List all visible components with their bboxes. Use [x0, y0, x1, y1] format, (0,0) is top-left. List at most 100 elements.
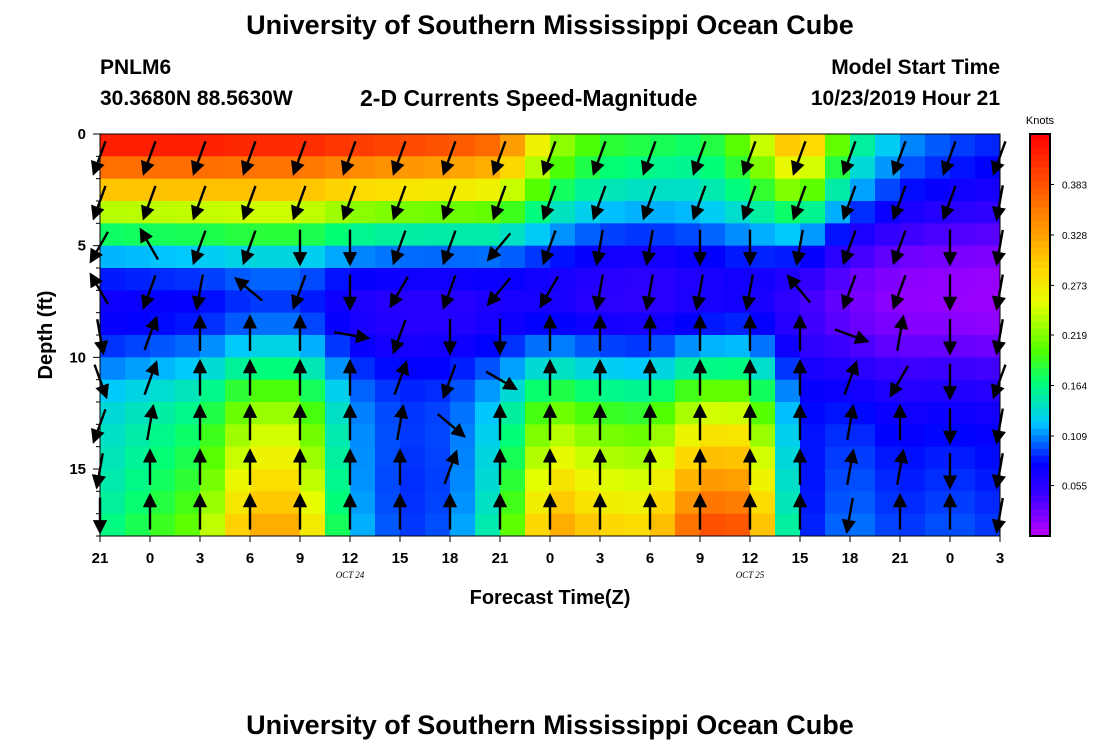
heatmap-cell — [700, 312, 726, 336]
heatmap-cell — [250, 156, 276, 180]
heatmap-cell — [900, 312, 926, 336]
heatmap-cell — [600, 268, 626, 291]
heatmap-cell — [175, 491, 201, 515]
heatmap-cell — [700, 513, 726, 537]
heatmap-cell — [675, 402, 701, 425]
heatmap-cell — [825, 335, 851, 358]
heatmap-cell — [900, 469, 926, 492]
heatmap-cell — [275, 312, 301, 336]
current-vector-arrow — [441, 185, 457, 221]
heatmap-cell — [225, 402, 251, 425]
colorbar-swatch — [1030, 335, 1050, 343]
heatmap-cell — [700, 446, 726, 470]
heatmap-cell — [100, 201, 126, 224]
heatmap-cell — [500, 290, 526, 314]
heatmap-cell — [600, 469, 626, 492]
heatmap-cell — [375, 268, 401, 291]
current-vector-arrow — [591, 229, 606, 267]
heatmap-cell — [925, 335, 951, 358]
heatmap-cell — [825, 446, 851, 470]
heatmap-cell — [875, 357, 901, 381]
current-vector-arrow — [141, 185, 157, 221]
heatmap-cell — [300, 446, 326, 470]
heatmap-cell — [825, 178, 851, 202]
colorbar-swatch — [1030, 502, 1050, 510]
heatmap-cell — [800, 156, 826, 180]
heatmap-cell — [900, 424, 926, 448]
heatmap-cell — [400, 379, 426, 403]
heatmap-cell — [825, 424, 851, 448]
heatmap-cell — [775, 513, 801, 537]
colorbar-swatch — [1030, 402, 1050, 410]
heatmap-cell — [500, 201, 526, 224]
heatmap-cell — [750, 402, 776, 425]
colorbar-swatch — [1030, 442, 1050, 450]
heatmap-cell — [900, 491, 926, 515]
current-vector-arrow — [541, 230, 557, 266]
heatmap-cell — [450, 201, 476, 224]
heatmap-cell — [700, 156, 726, 180]
y-tick-label: 5 — [78, 238, 86, 255]
heatmap-cell — [775, 402, 801, 425]
colorbar-swatch — [1030, 435, 1050, 443]
heatmap-cell — [500, 469, 526, 492]
heatmap-cell — [650, 357, 676, 381]
heatmap-cell — [900, 290, 926, 314]
heatmap-cell — [150, 156, 176, 180]
current-vector-arrow — [391, 185, 407, 221]
heatmap-cell — [525, 223, 551, 247]
heatmap-cell — [725, 290, 751, 314]
colorbar-swatch — [1030, 529, 1050, 537]
heatmap-cell — [125, 513, 151, 537]
heatmap-cell — [700, 469, 726, 492]
heatmap-cell — [725, 446, 751, 470]
colorbar-swatch — [1030, 341, 1050, 349]
x-tick-label: 18 — [442, 550, 459, 567]
heatmap-cell — [725, 491, 751, 515]
heatmap-cell — [225, 223, 251, 247]
heatmap-cell — [500, 312, 526, 336]
heatmap-cell — [575, 379, 601, 403]
x-tick-label: 6 — [246, 550, 254, 567]
heatmap-cell — [675, 223, 701, 247]
heatmap-cell — [800, 268, 826, 291]
colorbar-swatch — [1030, 348, 1050, 356]
heatmap-cell — [750, 491, 776, 515]
heatmap-cell — [325, 268, 351, 291]
heatmap-cell — [675, 513, 701, 537]
heatmap-cell — [625, 357, 651, 381]
heatmap-cell — [325, 379, 351, 403]
colorbar-swatch — [1030, 462, 1050, 470]
heatmap-cell — [525, 312, 551, 336]
heatmap-cell — [775, 223, 801, 247]
heatmap-cell — [850, 513, 876, 537]
heatmap-cell — [600, 491, 626, 515]
heatmap-cell — [850, 134, 876, 157]
colorbar-swatch — [1030, 247, 1050, 256]
heatmap-cell — [600, 312, 626, 336]
colorbar-swatch — [1030, 281, 1050, 289]
current-vector-arrow — [491, 140, 507, 176]
colorbar: Knots 0.383 0.328 0.273 0.219 0.164 0.109 0.055 — [1026, 115, 1087, 537]
heatmap-cell — [125, 245, 151, 269]
current-vector-arrow — [391, 230, 407, 266]
heatmap-cell — [125, 134, 151, 157]
heatmap-cell — [125, 379, 151, 403]
heatmap-cell — [900, 357, 926, 381]
heatmap-cell — [100, 335, 126, 358]
heatmap-cell — [700, 245, 726, 269]
heatmap-cell — [400, 268, 426, 291]
current-vector-arrow — [889, 365, 910, 398]
heatmap-cell — [675, 290, 701, 314]
heatmap-cell — [350, 446, 376, 470]
heatmap-cell — [975, 424, 1001, 448]
heatmap-cell — [525, 335, 551, 358]
heatmap-cell — [175, 268, 201, 291]
x-tick-label: 6 — [646, 550, 654, 567]
heatmap-cell — [175, 134, 201, 157]
heatmap-cell — [675, 491, 701, 515]
heatmap-cell — [525, 357, 551, 381]
heatmap-cell — [500, 134, 526, 157]
current-vector-arrow — [541, 185, 557, 221]
colorbar-swatch — [1030, 408, 1050, 416]
